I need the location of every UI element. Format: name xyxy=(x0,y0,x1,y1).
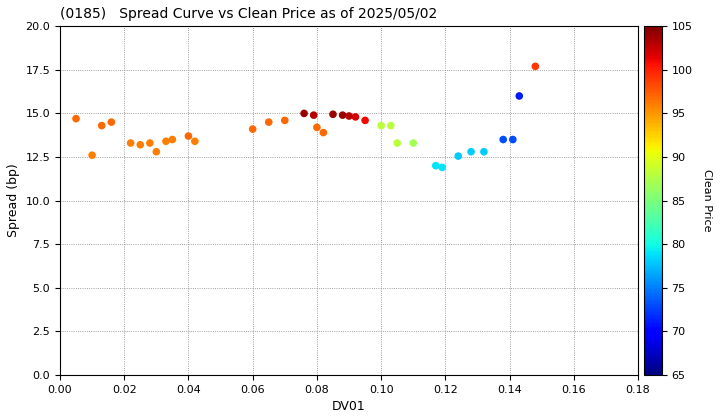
Point xyxy=(529,63,541,70)
Point xyxy=(385,122,397,129)
Point xyxy=(189,138,201,144)
Point xyxy=(507,136,518,143)
Y-axis label: Clean Price: Clean Price xyxy=(702,169,712,232)
Point xyxy=(125,140,136,147)
Point xyxy=(392,140,403,147)
Point xyxy=(478,148,490,155)
Point xyxy=(498,136,509,143)
Point xyxy=(465,148,477,155)
Point xyxy=(327,111,338,118)
Point xyxy=(408,140,419,147)
Point xyxy=(135,142,146,148)
Point xyxy=(452,153,464,160)
Point xyxy=(150,148,162,155)
Text: (0185)   Spread Curve vs Clean Price as of 2025/05/02: (0185) Spread Curve vs Clean Price as of… xyxy=(60,7,437,21)
Y-axis label: Spread (bp): Spread (bp) xyxy=(7,164,20,237)
Point xyxy=(161,138,172,144)
Point xyxy=(375,122,387,129)
Point xyxy=(513,93,525,100)
Point xyxy=(308,112,320,118)
Point xyxy=(343,113,355,119)
Point xyxy=(359,117,371,124)
Point xyxy=(106,119,117,126)
Point xyxy=(318,129,329,136)
Point xyxy=(298,110,310,117)
Point xyxy=(247,126,258,132)
Point xyxy=(71,115,82,122)
Point xyxy=(263,119,274,126)
Point xyxy=(350,113,361,120)
Point xyxy=(436,164,448,171)
Point xyxy=(86,152,98,159)
Point xyxy=(183,133,194,139)
Point xyxy=(144,140,156,147)
X-axis label: DV01: DV01 xyxy=(332,400,366,413)
Point xyxy=(430,162,441,169)
Point xyxy=(279,117,291,124)
Point xyxy=(311,124,323,131)
Point xyxy=(166,136,178,143)
Point xyxy=(337,112,348,118)
Point xyxy=(96,122,107,129)
